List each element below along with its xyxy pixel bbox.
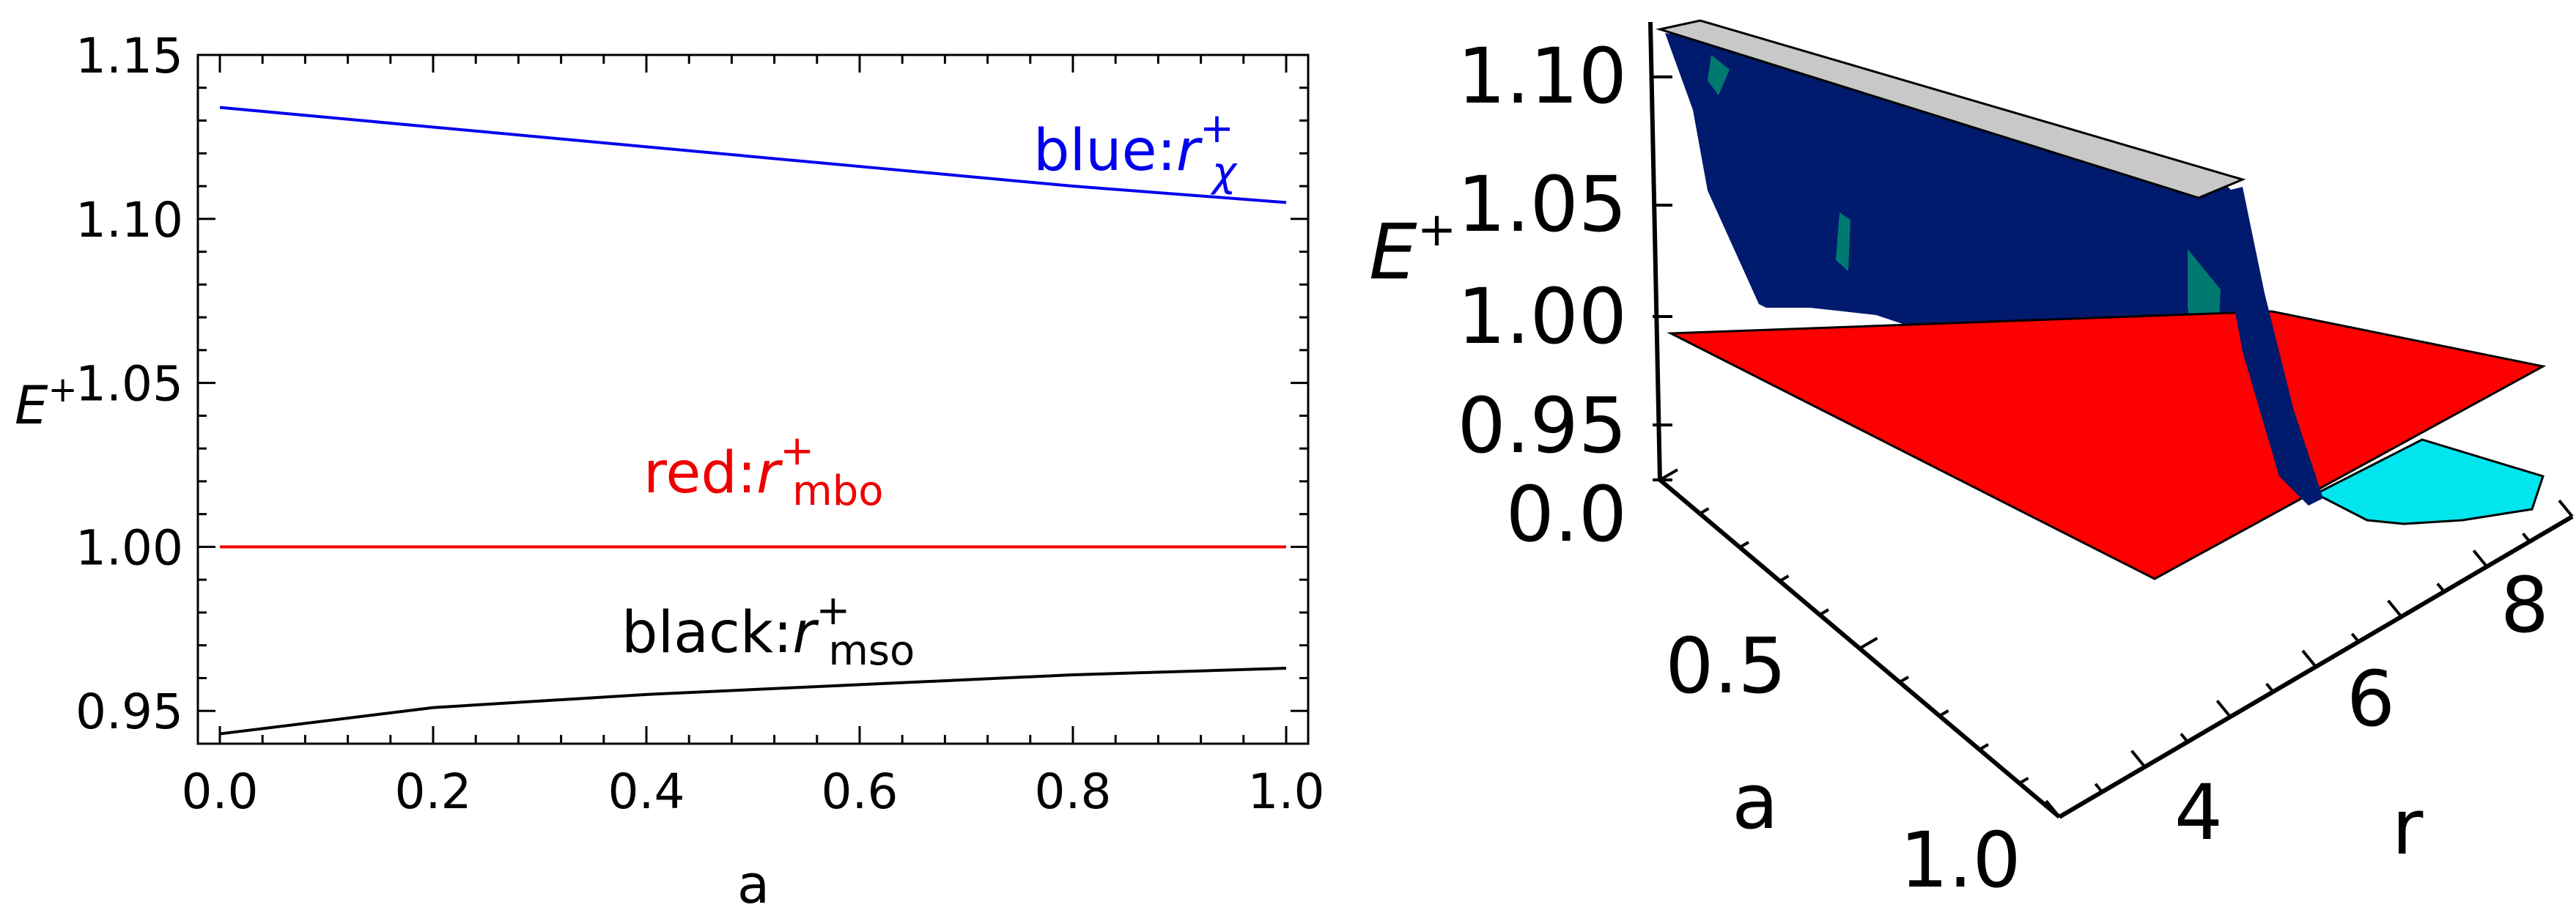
annotation-red: red:r+ mbo — [643, 427, 884, 515]
a-axis-tick — [1818, 608, 1830, 616]
annotation-red-prefix: red: — [643, 440, 756, 506]
z-tick-label: 0.0 — [1506, 470, 1627, 559]
r-axis-tick — [2180, 733, 2189, 743]
r-axis-tick — [2472, 550, 2488, 568]
a-axis-tick — [1699, 507, 1710, 515]
a-axis-tick — [2018, 777, 2029, 785]
a-axis-tick — [1779, 574, 1790, 582]
annotation-blue-prefix: blue: — [1033, 118, 1176, 184]
vertical-axis — [1648, 21, 1662, 481]
r-axis-tick — [2094, 783, 2103, 794]
x-tick-label: 0.8 — [1035, 763, 1112, 820]
annotation-black-sup: + — [816, 587, 850, 635]
annotation-red-sub: mbo — [792, 467, 883, 515]
a-axis-title: a — [1732, 757, 1779, 846]
annotation-blue-var: r — [1176, 118, 1203, 184]
r-tick-label: 4 — [2174, 768, 2223, 857]
r-axis-tick — [2350, 632, 2360, 643]
series-line-2 — [219, 667, 1287, 736]
z-axis-label-sup: + — [1417, 203, 1457, 257]
y-tick-label: 1.15 — [75, 28, 183, 84]
annotation-red-var: r — [756, 440, 783, 506]
x-tick-label: 0.2 — [395, 763, 472, 820]
r-axis-tick — [2436, 582, 2446, 593]
a-axis-tick — [1898, 676, 1910, 684]
line-chart: 0.0 0.2 0.4 0.6 0.8 1.0 0.951.001.051.101.15 … — [15, 28, 1324, 915]
r-axis-tick — [2522, 532, 2531, 543]
a-tick-label: 0.5 — [1665, 621, 1786, 711]
r-axis-tick — [2265, 682, 2275, 693]
annotation-black-var: r — [792, 600, 819, 666]
annotation-black: black:r+ mso — [621, 587, 915, 675]
annotation-black-sub: mso — [828, 627, 915, 675]
r-axis-tick — [2558, 499, 2574, 518]
x-tick-label: 0.4 — [608, 763, 685, 820]
a-axis-tick — [1738, 541, 1750, 549]
y-tick-label: 1.05 — [75, 356, 183, 413]
r-tick-label: 8 — [2501, 561, 2549, 650]
a-axis-tick — [1658, 468, 1679, 481]
r-axis-title: r — [2392, 783, 2424, 872]
y-tick-label: 1.10 — [75, 192, 183, 248]
z-tick-label: 0.95 — [1457, 381, 1627, 470]
tick-marks — [198, 55, 1308, 745]
r-tick-label: 6 — [2347, 654, 2395, 744]
a-axis-tick — [1978, 743, 1990, 751]
a-tick-label: 1.0 — [1900, 815, 2020, 905]
y-tick-labels: 0.95 1.00 1.05 1.10 1.15 — [75, 28, 183, 740]
r-axis-tick — [2301, 649, 2317, 668]
r-axis-tick — [2215, 700, 2232, 718]
x-tick-label: 0.6 — [822, 763, 898, 820]
r-axis-tick — [2130, 750, 2147, 768]
gray-top-face — [1656, 19, 2246, 199]
z-tick-label: 1.10 — [1457, 32, 1627, 121]
plot-frame — [196, 53, 1310, 745]
x-tick-labels: 0.0 0.2 0.4 0.6 0.8 1.0 — [182, 763, 1325, 820]
blue-surface-front — [2213, 187, 2323, 506]
r-tick-labels: 4 6 8 — [2174, 561, 2549, 857]
a-tick-labels: 0.5 1.0 — [1665, 621, 2020, 905]
a-axis-tick — [1859, 637, 1878, 650]
a-axis-tick — [2058, 805, 2078, 818]
annotation-blue: blue:r+ χ — [1033, 105, 1238, 196]
series-lines — [219, 106, 1287, 736]
z-axis-label-var: E — [1369, 207, 1417, 297]
tick-marks-3d — [1653, 75, 2574, 818]
z-axis-label: E+ — [1369, 203, 1456, 297]
y-tick-label: 0.95 — [75, 684, 183, 740]
series-line-0 — [219, 106, 1287, 204]
y-axis-label-sup: + — [48, 369, 78, 410]
z-tick-labels: 1.10 1.05 1.00 0.95 0.0 — [1457, 32, 1627, 559]
x-tick-label: 0.0 — [182, 763, 259, 820]
annotation-red-sup: + — [780, 427, 814, 475]
y-axis-label-var: E — [15, 374, 48, 436]
red-plane — [1667, 310, 2547, 580]
a-axis-tick — [1938, 709, 1949, 717]
annotation-black-prefix: black: — [621, 600, 792, 666]
teal-spot-1 — [1708, 55, 1730, 95]
teal-spot-2 — [1836, 212, 1850, 271]
surface-plot-3d: 1.10 1.05 1.00 0.95 0.0 0.5 1.0 4 6 8 E+… — [1369, 19, 2574, 905]
y-axis-label: E+ — [15, 369, 78, 436]
z-tick-label: 1.00 — [1457, 272, 1627, 361]
z-tick-label: 1.05 — [1457, 160, 1627, 249]
r-axis-tick — [2387, 599, 2403, 618]
x-tick-label: 1.0 — [1248, 763, 1325, 820]
cyan-patch — [2313, 438, 2544, 525]
y-tick-label: 1.00 — [75, 519, 183, 576]
annotation-blue-sup: + — [1200, 105, 1234, 152]
r-axis-tick — [2045, 799, 2061, 818]
annotation-blue-sub: χ — [1210, 149, 1238, 196]
x-axis-label: a — [737, 854, 770, 915]
